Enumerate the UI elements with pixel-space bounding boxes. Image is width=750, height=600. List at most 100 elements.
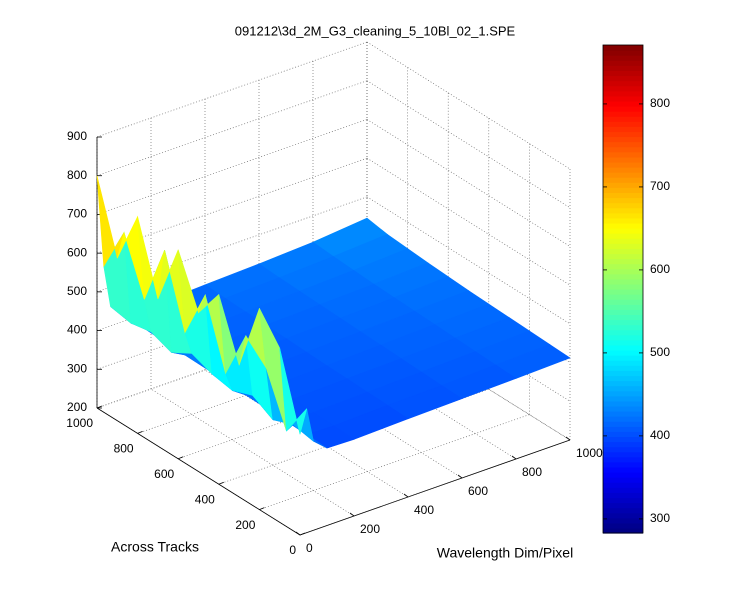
colorbar-strip [603, 283, 643, 290]
colorbar-strip [603, 106, 643, 112]
y-tick-label: 1000 [66, 416, 93, 430]
colorbar-strip [603, 156, 643, 163]
colorbar-strip [603, 441, 643, 448]
grid-line [366, 157, 571, 286]
colorbar-strip [603, 80, 643, 87]
colorbar-strip [603, 319, 643, 326]
colorbar-strip [603, 146, 643, 153]
y-tick-label: 600 [154, 467, 174, 481]
colorbar-strip [603, 436, 643, 443]
x-tick-label: 0 [306, 541, 313, 555]
y-tick [96, 405, 103, 409]
grid-line [366, 41, 571, 170]
colorbar-strip [603, 461, 643, 468]
colorbar-strip [603, 95, 643, 102]
x-tick [295, 531, 301, 536]
y-tick-label: 200 [235, 518, 255, 532]
colorbar-frame [602, 44, 644, 534]
colorbar-strip [603, 233, 643, 239]
grid-line [312, 331, 517, 460]
colorbar-strip [603, 512, 643, 519]
colorbar-strip [603, 365, 643, 371]
colorbar-strip [603, 472, 643, 478]
x-tick-label: 1000 [576, 446, 603, 460]
y-axis [96, 407, 301, 536]
colorbar-strip [603, 151, 643, 158]
colorbar-strip [603, 477, 643, 483]
grid-line [366, 119, 571, 247]
y-tick-label: 0 [289, 543, 296, 557]
x-tick-label: 200 [360, 522, 380, 536]
grid-line [204, 369, 409, 498]
colorbar-strip [603, 334, 643, 341]
colorbar-strip [603, 309, 643, 316]
colorbar-strip [603, 126, 643, 133]
colorbar-strip [603, 289, 643, 295]
colorbar-strip [603, 222, 643, 229]
colorbar-tick-label: 700 [650, 179, 670, 193]
colorbar-strip [603, 527, 643, 534]
colorbar-strip [603, 70, 643, 77]
y-axis-label: Across Tracks [111, 539, 199, 555]
colorbar-strip [603, 75, 643, 82]
y-tick-label: 800 [114, 442, 134, 456]
colorbar-strip [603, 451, 643, 458]
x-tick [349, 512, 355, 517]
x-tick [403, 493, 409, 498]
colorbar-strip [603, 405, 643, 412]
colorbar-strip [603, 253, 643, 260]
colorbar-strip [603, 161, 643, 168]
colorbar-strip [603, 65, 643, 72]
colorbar-strip [603, 192, 643, 199]
grid-line [258, 350, 463, 479]
x-axis [299, 439, 571, 536]
colorbar-strip [603, 268, 643, 275]
y-tick [299, 532, 306, 536]
z-tick-label: 600 [67, 245, 87, 259]
chart-title: 091212\3d_2M_G3_cleaning_5_10Bl_02_1.SPE [235, 23, 516, 38]
colorbar-strip [603, 344, 643, 351]
colorbar-strip [603, 121, 643, 127]
colorbar-strip [603, 90, 643, 97]
colorbar-strip [603, 446, 643, 453]
colorbar-tick-label: 600 [650, 262, 670, 276]
y-tick-label: 400 [195, 492, 215, 506]
colorbar-strip [603, 466, 643, 473]
z-tick-label: 300 [67, 361, 87, 375]
z-tick-label: 900 [67, 129, 87, 143]
colorbar-strip [603, 258, 643, 265]
grid-line [366, 312, 571, 441]
colorbar-strip [603, 248, 643, 255]
colorbar-strip [603, 202, 643, 209]
colorbar-strip [603, 217, 643, 224]
colorbar-strip [603, 522, 643, 529]
colorbar-strip [603, 141, 643, 148]
colorbar-strip [603, 273, 643, 280]
z-tick-label: 800 [67, 168, 87, 182]
colorbar-strip [603, 380, 643, 387]
x-tick [511, 455, 517, 460]
grid-line [366, 196, 571, 325]
colorbar-strip [603, 416, 643, 422]
colorbar-strip [603, 482, 643, 488]
y-tick [178, 456, 184, 460]
colorbar-strip [603, 360, 643, 366]
colorbar-strip [603, 314, 643, 321]
colorbar-strip [603, 421, 643, 427]
colorbar-strip [603, 100, 643, 107]
colorbar-strip [603, 116, 643, 122]
colorbar-strip [603, 45, 643, 51]
colorbar-tick-label: 400 [650, 428, 670, 442]
colorbar-strip [603, 411, 643, 417]
x-axis-label: Wavelength Dim/Pixel [437, 545, 573, 561]
colorbar-strip [603, 299, 643, 305]
z-tick-label: 500 [67, 284, 87, 298]
colorbar-strip [603, 177, 643, 183]
colorbar-strip [603, 339, 643, 346]
colorbar-strip [603, 136, 643, 143]
colorbar-strip [603, 187, 643, 194]
surface-cell [279, 348, 308, 435]
colorbar-strip [603, 395, 643, 402]
colorbar-strip [603, 502, 643, 509]
